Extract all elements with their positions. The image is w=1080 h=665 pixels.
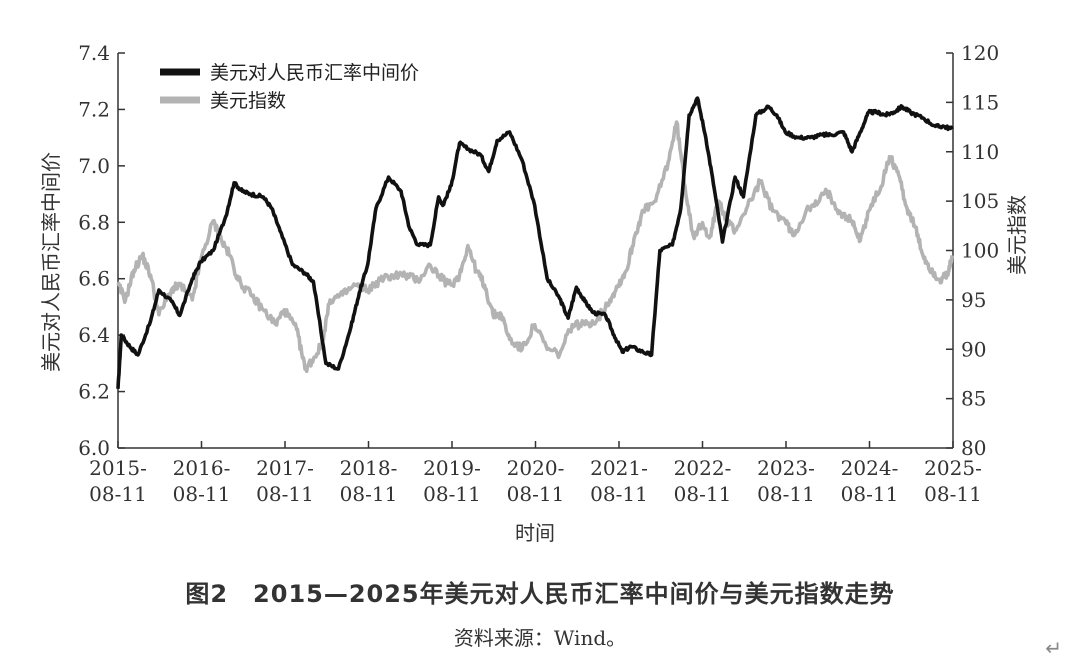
plot-frame [117,53,954,449]
left-tick-label: 7.2 [78,97,110,121]
right-axis-title: 美元指数 [1005,195,1029,275]
x-tick-label: 2018-08-11 [340,456,398,506]
x-axis-title: 时间 [515,521,555,545]
x-tick-label: 2024-08-11 [841,456,899,506]
series-layer [116,96,954,389]
right-tick-label: 120 [961,41,999,65]
left-tick-label: 6.0 [78,436,110,460]
right-tick-label: 115 [961,90,999,114]
right-tick-label: 105 [961,189,999,213]
x-tick-label: 2015-08-11 [89,456,147,506]
x-tick-label: 2023-08-11 [757,456,815,506]
return-mark-icon: ↵ [1045,636,1062,660]
x-tick-label: 2019-08-11 [423,456,481,506]
left-tick-label: 7.0 [78,154,110,178]
left-tick-label: 6.6 [78,267,110,291]
series-line-exchange-rate [116,96,954,389]
series-line-dollar-index [116,120,954,374]
right-tick-label: 85 [961,387,986,411]
left-tick-label: 6.2 [78,380,110,404]
left-tick-label: 7.4 [78,41,110,65]
figure-source: 资料来源：Wind。 [453,626,627,650]
right-tick-label: 95 [961,288,986,312]
x-tick-label: 2021-08-11 [590,456,648,506]
x-tick-label: 2020-08-11 [507,456,565,506]
right-tick-label: 100 [961,239,999,263]
legend: 美元对人民币汇率中间价 美元指数 [160,62,419,112]
x-tick-label: 2017-08-11 [256,456,314,506]
left-tick-label: 6.4 [78,323,110,347]
right-axis-ticks: 80 85 90 95 100 105 110 115 120 [946,41,999,460]
left-axis-title: 美元对人民币汇率中间价 [39,152,63,372]
figure-title: 图2 2015—2025年美元对人民币汇率中间价与美元指数走势 [185,580,895,608]
x-tick-label: 2025-08-11 [924,456,982,506]
x-axis-ticks: 2015-08-11 2016-08-11 2017-08-11 2018-08-11… [89,441,982,506]
right-tick-label: 110 [961,140,999,164]
x-tick-label: 2016-08-11 [173,456,231,506]
chart: 6.0 6.2 6.4 6.6 6.8 7.0 7.2 7.4 80 85 90 95 100 105 1… [39,41,1029,545]
legend-label-dollar-index: 美元指数 [210,90,286,112]
left-tick-label: 6.8 [78,210,110,234]
legend-label-exchange-rate: 美元对人民币汇率中间价 [210,62,419,84]
right-tick-label: 90 [961,337,986,361]
x-tick-label: 2022-08-11 [674,456,732,506]
right-tick-label: 80 [961,436,986,460]
left-axis-ticks: 6.0 6.2 6.4 6.6 6.8 7.0 7.2 7.4 [78,41,125,460]
